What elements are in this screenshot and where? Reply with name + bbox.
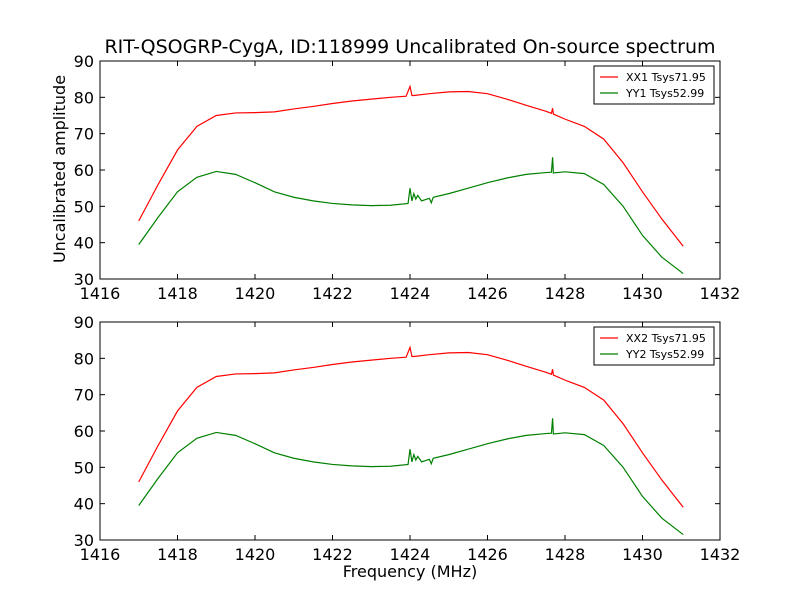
series-line-xx1: [138, 84, 684, 247]
x-tick-label: 1420: [235, 545, 276, 564]
legend: XX1 Tsys71.95 YY1 Tsys52.99: [593, 65, 715, 105]
x-tick-label: 1418: [157, 545, 198, 564]
series-line-yy1: [138, 157, 684, 275]
x-tick-label: 1416: [80, 545, 121, 564]
x-tick-label: 1428: [545, 284, 586, 303]
y-tick-label: 80: [74, 88, 94, 107]
y-tick-label: 30: [74, 270, 94, 289]
x-tick-label: 1418: [157, 284, 198, 303]
y-tick-label: 40: [74, 234, 94, 253]
x-tick-label: 1430: [622, 545, 663, 564]
legend-label: XX2 Tsys71.95: [626, 332, 706, 345]
y-tick-label: 60: [74, 161, 94, 180]
x-tick-label: 1422: [312, 545, 353, 564]
y-tick-label: 30: [74, 531, 94, 550]
series-line-xx2: [138, 345, 684, 508]
x-tick-label: 1416: [80, 284, 121, 303]
y-tick-label: 90: [74, 52, 94, 71]
legend: XX2 Tsys71.95 YY2 Tsys52.99: [593, 326, 715, 366]
y-tick-label: 60: [74, 422, 94, 441]
y-tick-label: 90: [74, 313, 94, 332]
x-tick-label: 1424: [390, 284, 431, 303]
x-tick-label: 1420: [235, 284, 276, 303]
y-tick-label: 70: [74, 125, 94, 144]
y-tick-label: 70: [74, 386, 94, 405]
bottom-panel: 1416 1418 1420 1422 1424 1426 1428 1430 1432 30 40…: [74, 313, 741, 564]
legend-box: [593, 65, 715, 105]
y-tick-label: 40: [74, 495, 94, 514]
y-tick-label: 50: [74, 197, 94, 216]
x-tick-label: 1428: [545, 545, 586, 564]
x-tick-label: 1422: [312, 284, 353, 303]
chart-title: RIT-QSOGRP-CygA, ID:118999 Uncalibrated …: [104, 36, 715, 58]
series-line-yy2: [138, 418, 684, 536]
x-tick-label: 1426: [467, 545, 508, 564]
x-tick-label: 1424: [390, 545, 431, 564]
legend-label: YY1 Tsys52.99: [625, 87, 704, 100]
x-tick-label: 1430: [622, 284, 663, 303]
x-axis-label: Frequency (MHz): [343, 562, 477, 581]
legend-box: [593, 326, 715, 366]
x-tick-label: 1426: [467, 284, 508, 303]
top-panel: 1416 1418 1420 1422 1424 1426 1428 1430 1432 30 40…: [74, 52, 741, 303]
y-tick-label: 50: [74, 458, 94, 477]
legend-label: XX1 Tsys71.95: [626, 71, 706, 84]
y-axis-label: Uncalibrated amplitude: [50, 75, 69, 263]
legend-label: YY2 Tsys52.99: [625, 348, 704, 361]
x-tick-label: 1432: [700, 545, 741, 564]
y-tick-label: 80: [74, 349, 94, 368]
x-tick-label: 1432: [700, 284, 741, 303]
